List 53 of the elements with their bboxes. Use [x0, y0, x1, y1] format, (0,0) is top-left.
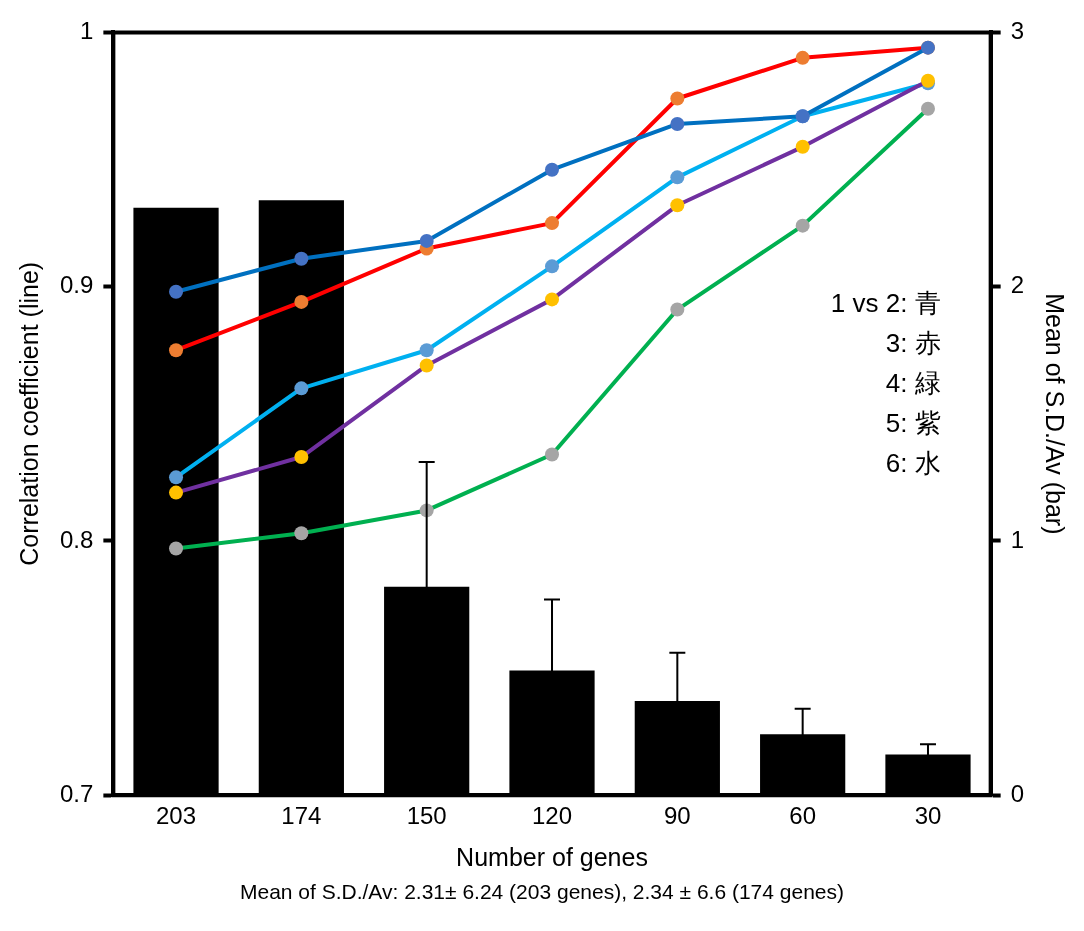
point — [670, 91, 685, 106]
y-tick-label: 1 — [80, 17, 94, 45]
point — [545, 259, 560, 274]
point — [169, 541, 184, 556]
point — [169, 343, 184, 358]
y2-axis-title: Mean of S.D./Av (bar) — [1041, 293, 1070, 535]
text: Mean of S.D./Av: 2.31± 6.24 (203 genes), 2.34 ± 6.6 (174 genes) — [238, 880, 845, 904]
y-tick-label: 0.9 — [59, 271, 94, 299]
x-axis-title: Number of genes — [456, 842, 648, 871]
bar — [133, 207, 219, 795]
point — [294, 251, 309, 266]
y2-tick-label: 1 — [1010, 525, 1025, 553]
point — [169, 485, 184, 500]
point — [795, 139, 810, 154]
point — [670, 116, 685, 131]
point — [294, 450, 309, 465]
point — [795, 218, 810, 233]
point — [670, 302, 685, 317]
x-tick-label: 174 — [281, 802, 322, 830]
point — [670, 198, 685, 213]
x-tick-label: 90 — [663, 802, 691, 830]
annotation: 4: 緑 — [885, 367, 941, 398]
point — [670, 170, 685, 185]
y2-tick-label: 2 — [1010, 271, 1025, 299]
point — [419, 343, 434, 358]
y-tick-label: 0.7 — [59, 779, 94, 807]
point — [545, 216, 560, 231]
y-axis-title: Correlation coefficient (line) — [14, 261, 43, 566]
annotation: 1 vs 2: 青 — [830, 287, 941, 318]
x-tick-label: 60 — [789, 802, 817, 830]
point — [294, 526, 309, 541]
point — [294, 381, 309, 396]
x-tick-label: 150 — [406, 802, 447, 830]
y2-tick-label: 0 — [1010, 779, 1025, 807]
point — [545, 162, 560, 177]
point — [795, 50, 810, 65]
point — [920, 101, 935, 116]
point — [419, 233, 434, 248]
point — [169, 470, 184, 485]
x-tick-label: 120 — [531, 802, 573, 830]
y-tick-label: 0.8 — [59, 525, 94, 553]
annotation: 5: 紫 — [885, 407, 941, 438]
y2-tick-label: 3 — [1010, 17, 1025, 45]
point — [419, 358, 434, 373]
x-tick-label: 30 — [914, 802, 942, 830]
x-tick-label: 203 — [156, 802, 197, 830]
bar — [258, 200, 344, 795]
point — [294, 294, 309, 309]
annotation: 3: 赤 — [885, 327, 941, 358]
point — [169, 284, 184, 299]
point — [545, 447, 560, 462]
point — [545, 292, 560, 307]
annotation: 6: 水 — [885, 447, 941, 478]
